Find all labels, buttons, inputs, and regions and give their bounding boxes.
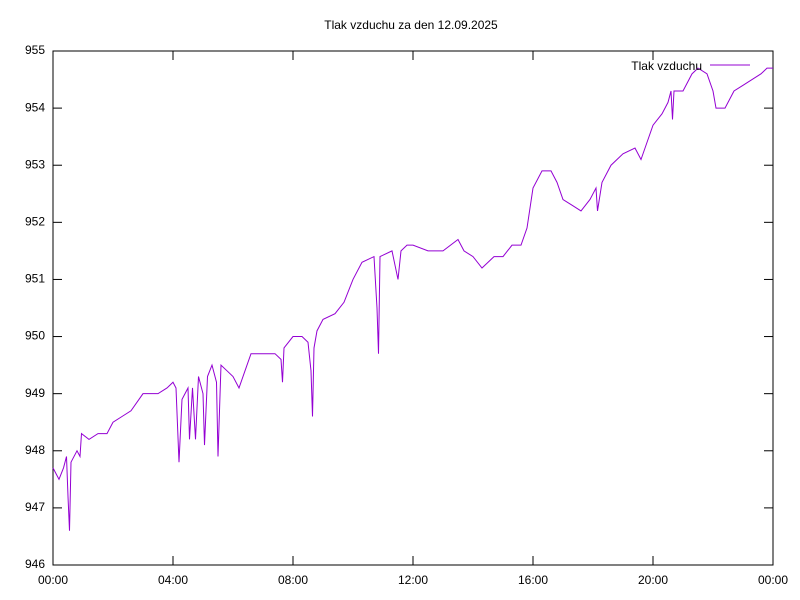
chart-title: Tlak vzduchu za den 12.09.2025 — [324, 18, 498, 32]
y-tick-label: 954 — [25, 100, 45, 114]
x-tick-label: 04:00 — [158, 573, 188, 587]
y-tick-label: 947 — [25, 500, 45, 514]
legend-label: Tlak vzduchu — [631, 59, 702, 73]
y-tick-label: 953 — [25, 157, 45, 171]
y-tick-label: 949 — [25, 386, 45, 400]
x-tick-label: 12:00 — [398, 573, 428, 587]
data-line — [52, 67, 773, 531]
y-tick-label: 952 — [25, 215, 45, 229]
x-tick-label: 16:00 — [518, 573, 548, 587]
x-tick-label: 20:00 — [638, 573, 668, 587]
x-tick-label: 00:00 — [758, 573, 788, 587]
x-tick-label: 00:00 — [38, 573, 68, 587]
y-tick-label: 951 — [25, 272, 45, 286]
y-tick-label: 955 — [25, 43, 45, 57]
y-tick-label: 946 — [25, 557, 45, 571]
y-tick-label: 950 — [25, 329, 45, 343]
y-tick-label: 948 — [25, 443, 45, 457]
x-tick-label: 08:00 — [278, 573, 308, 587]
